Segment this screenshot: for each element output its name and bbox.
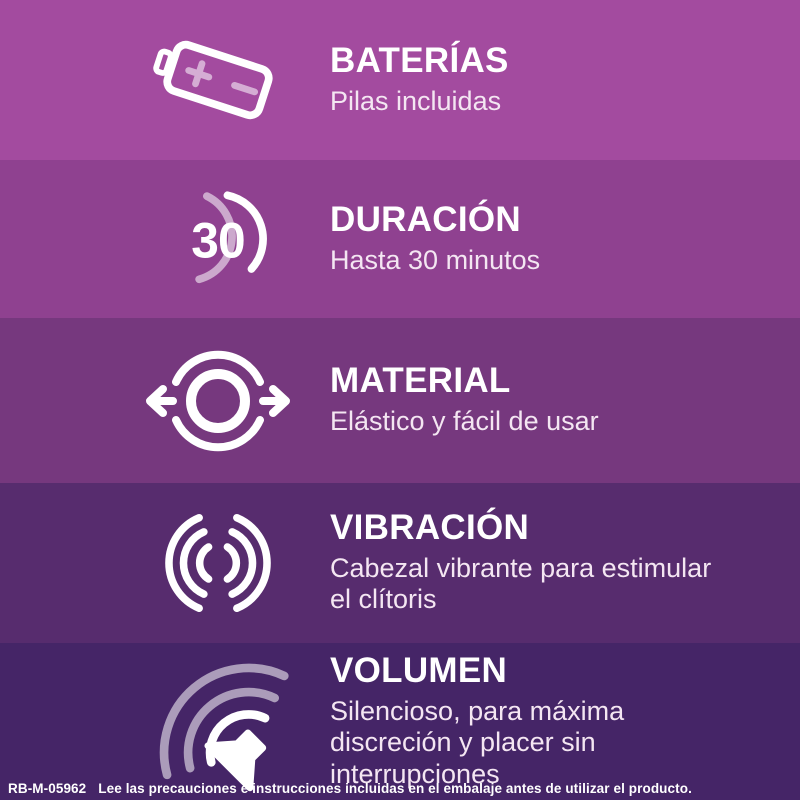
stretch-ring-icon xyxy=(143,346,293,456)
feature-band-material: MATERIAL Elástico y fácil de usar xyxy=(0,318,800,483)
timer-30-icon: 30 xyxy=(158,179,278,299)
feature-band-baterias: BATERÍAS Pilas incluidas xyxy=(0,0,800,160)
section-title-baterias: BATERÍAS xyxy=(330,40,509,80)
feature-band-vibracion: VIBRACIÓN Cabezal vibrante para estimula… xyxy=(0,483,800,643)
battery-icon xyxy=(151,27,286,133)
disclaimer-text: Lee las precauciones e instrucciones inc… xyxy=(98,781,692,796)
section-subtitle-baterias: Pilas incluidas xyxy=(330,85,502,116)
section-subtitle-vibracion: Cabezal vibrante para estimular el clíto… xyxy=(330,553,712,615)
feature-band-duracion: 30 DURACIÓN Hasta 30 minutos xyxy=(0,160,800,318)
timer-number-label: 30 xyxy=(191,213,245,269)
product-code: RB-M-05962 xyxy=(8,781,87,796)
section-title-volumen: VOLUMEN xyxy=(330,651,508,691)
section-subtitle-volumen: Silencioso, para máxima discreción y pla… xyxy=(330,695,625,789)
silent-speaker-icon xyxy=(145,649,291,795)
section-subtitle-duracion: Hasta 30 minutos xyxy=(330,244,541,275)
feature-band-volumen: VOLUMEN Silencioso, para máxima discreci… xyxy=(0,643,800,800)
vibration-waves-icon xyxy=(152,506,284,620)
section-subtitle-material: Elástico y fácil de usar xyxy=(330,406,599,437)
section-title-material: MATERIAL xyxy=(330,361,511,401)
section-title-duracion: DURACIÓN xyxy=(330,199,522,239)
section-title-vibracion: VIBRACIÓN xyxy=(330,508,530,548)
legal-disclaimer: RB-M-05962 Lee las precauciones e instruc… xyxy=(8,781,692,796)
